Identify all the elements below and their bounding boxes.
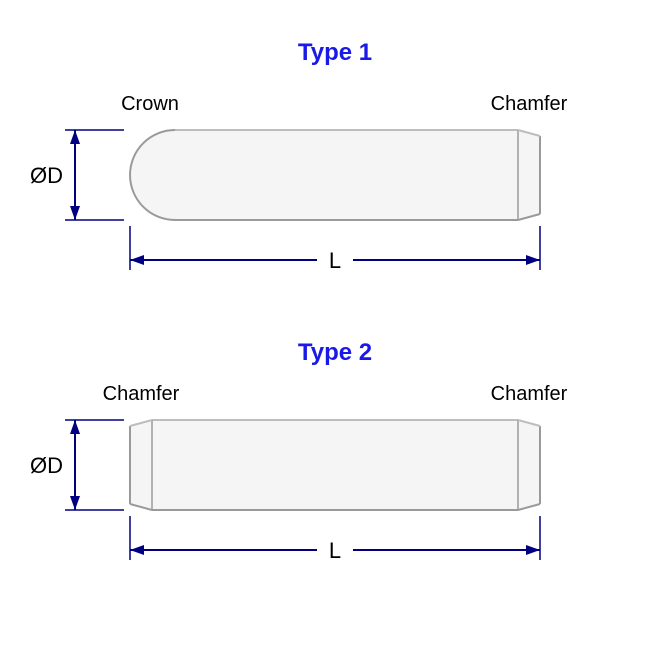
type1-pin-body	[130, 130, 540, 220]
type2-dim-l-label: L	[329, 538, 341, 563]
type2-title: Type 2	[298, 339, 372, 366]
type1-dim-l-label: L	[329, 248, 341, 273]
type2-dim-d-label: ØD	[30, 453, 63, 478]
type1-title: Type 1	[298, 39, 372, 66]
type1-pin	[130, 130, 540, 220]
type2-pin-body	[130, 420, 540, 510]
type1-dim-d-label: ØD	[30, 163, 63, 188]
type1-left-label: Crown	[121, 93, 179, 115]
type1-right-label: Chamfer	[491, 93, 568, 115]
type2-left-label: Chamfer	[103, 383, 180, 405]
type2-pin	[130, 420, 540, 510]
type2-right-label: Chamfer	[491, 383, 568, 405]
canvas-bg	[0, 0, 670, 670]
